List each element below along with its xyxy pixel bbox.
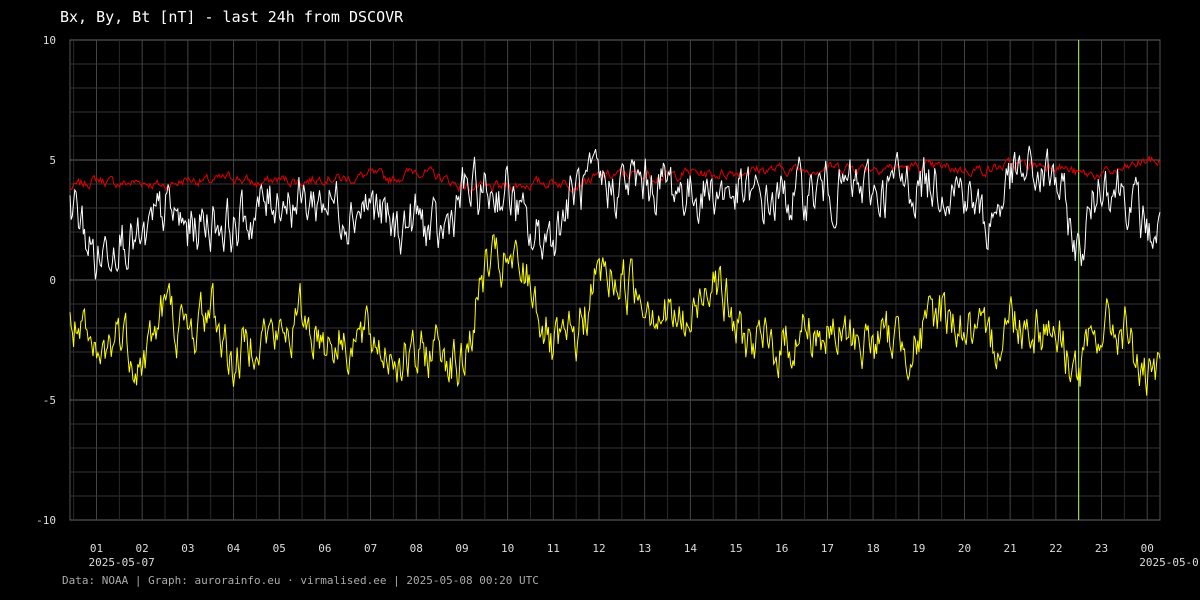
x-tick-label: 08	[410, 542, 423, 555]
x-tick-label: 04	[227, 542, 241, 555]
series-line-1	[69, 145, 1161, 280]
x-tick-label: 12	[592, 542, 605, 555]
y-tick-label: -5	[43, 394, 56, 407]
chart-title: Bx, By, Bt [nT] - last 24h from DSCOVR	[60, 8, 404, 26]
y-tick-label: 10	[43, 34, 56, 47]
x-tick-label: 13	[638, 542, 651, 555]
y-tick-label: 5	[49, 154, 56, 167]
x-tick-label: 16	[775, 542, 788, 555]
series-line-2	[69, 233, 1161, 396]
x-tick-label: 01	[90, 542, 103, 555]
x-tick-label: 23	[1095, 542, 1108, 555]
x-tick-label: 20	[958, 542, 971, 555]
x-tick-label: 21	[1004, 542, 1017, 555]
x-tick-label: 19	[912, 542, 925, 555]
x-tick-label: 15	[729, 542, 742, 555]
data-source-footer: Data: NOAA | Graph: aurorainfo.eu · virm…	[62, 574, 539, 587]
x-tick-label: 07	[364, 542, 377, 555]
x-tick-label: 05	[273, 542, 286, 555]
x-tick-label: 00	[1141, 542, 1154, 555]
series	[69, 145, 1161, 396]
x-tick-label: 06	[318, 542, 331, 555]
y-tick-label: 0	[49, 274, 56, 287]
x-tick-label: 11	[547, 542, 560, 555]
date-label: 2025-05-0	[1139, 556, 1199, 569]
x-tick-label: 02	[136, 542, 149, 555]
date-label: 2025-05-07	[88, 556, 154, 569]
x-tick-label: 14	[684, 542, 698, 555]
x-tick-label: 18	[866, 542, 879, 555]
series-line-0	[69, 156, 1161, 194]
x-tick-label: 17	[821, 542, 834, 555]
x-tick-label: 10	[501, 542, 514, 555]
x-tick-label: 09	[455, 542, 468, 555]
x-tick-label: 03	[181, 542, 194, 555]
x-tick-label: 22	[1049, 542, 1062, 555]
y-tick-label: -10	[36, 514, 56, 527]
axes: 10 5 0 -5 -10 01 02 03 04 05 06 07 08 09 10 11 12 13 14 15 1…	[36, 34, 1199, 569]
grid	[69, 39, 1161, 521]
